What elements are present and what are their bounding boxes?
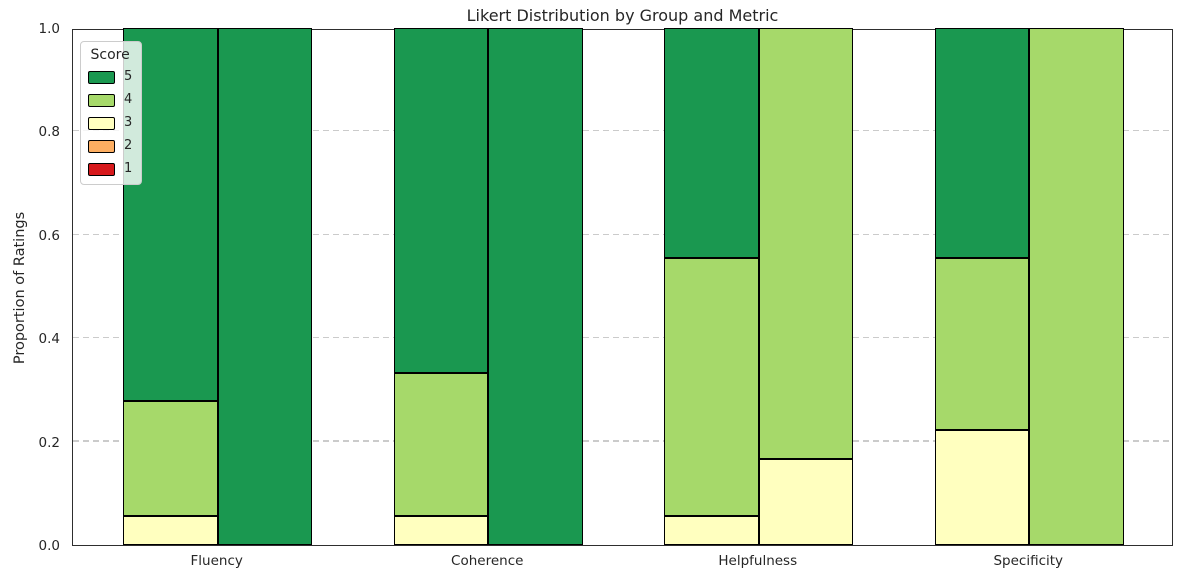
legend-swatch-icon: [88, 93, 115, 107]
legend-swatch-icon: [88, 70, 115, 84]
chart-title: Likert Distribution by Group and Metric: [466, 6, 779, 25]
y-tick-label-0.0: 0.0: [38, 538, 60, 554]
legend-label: 1: [124, 161, 133, 176]
bar-segment-fluency-b1-score4: [123, 401, 218, 517]
bar-segment-fluency-b1-score5: [123, 28, 218, 402]
legend-entry-4: 4: [88, 93, 132, 107]
gridline: [73, 440, 1172, 442]
bar-segment-helpfulness-b1-score3: [664, 516, 759, 545]
legend-label: 3: [124, 115, 133, 130]
bar-segment-coherence-b1-score5: [393, 27, 489, 373]
legend-entry-1: 1: [88, 162, 132, 176]
bar-segment-coherence-b1-score3: [393, 516, 489, 545]
gridline: [73, 130, 1172, 132]
y-tick-label-0.8: 0.8: [38, 124, 60, 141]
legend-label: 4: [124, 92, 133, 107]
y-axis-label: Proportion of Ratings: [12, 211, 28, 365]
y-tick-label-0.2: 0.2: [38, 434, 60, 451]
bar-segment-specificity-b1-score4: [934, 257, 1030, 431]
bar-segment-specificity-b1-score5: [934, 28, 1030, 258]
bar-segment-specificity-b2-score4: [1029, 28, 1124, 545]
bar-segment-fluency-b1-score3: [123, 516, 218, 545]
legend-label: 5: [124, 69, 133, 84]
gridline: [73, 336, 1172, 339]
x-tick-label-specificity: Specificity: [993, 553, 1064, 569]
legend-entry-2: 2: [88, 139, 132, 153]
y-tick-label-0.4: 0.4: [38, 331, 60, 348]
y-tick-label-0.6: 0.6: [38, 227, 60, 244]
x-tick-label-helpfulness: Helpfulness: [718, 553, 798, 569]
x-tick-label-fluency: Fluency: [190, 553, 243, 569]
legend-swatch-icon: [88, 139, 115, 153]
bar-segment-helpfulness-b1-score5: [664, 28, 759, 258]
legend-title: Score: [90, 47, 130, 63]
legend-entries: 5 4 3 2 1: [88, 70, 132, 176]
legend: Score 5 4 3 2 1: [80, 41, 143, 185]
bar-segment-fluency-b2-score5: [217, 28, 313, 545]
bar-segment-helpfulness-b2-score4: [758, 28, 854, 459]
legend-label: 2: [124, 138, 133, 153]
gridline: [73, 233, 1172, 235]
legend-entry-3: 3: [88, 116, 132, 130]
x-tick-label-coherence: Coherence: [451, 553, 524, 569]
plot-area: Score 5 4 3 2 1: [72, 27, 1173, 546]
legend-entry-5: 5: [88, 70, 132, 84]
legend-swatch-icon: [88, 162, 115, 176]
bar-segment-helpfulness-b2-score3: [758, 458, 854, 545]
y-tick-label-1.0: 1.0: [38, 21, 60, 37]
bar-segment-coherence-b1-score4: [393, 372, 489, 517]
bar-segment-coherence-b2-score5: [488, 28, 583, 545]
bar-segment-specificity-b1-score3: [934, 430, 1030, 545]
bar-segment-helpfulness-b1-score4: [664, 257, 759, 517]
legend-swatch-icon: [88, 116, 115, 130]
